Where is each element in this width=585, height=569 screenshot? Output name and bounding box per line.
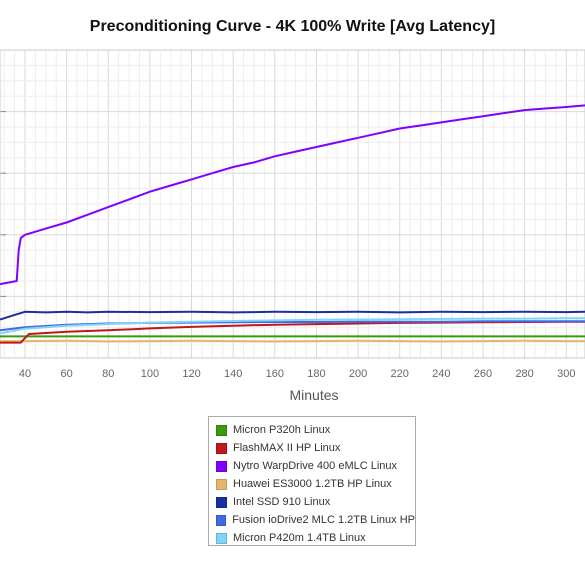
x-tick-label: 300 <box>557 368 575 380</box>
x-tick-label: 60 <box>60 368 72 380</box>
x-tick-label: 160 <box>266 368 284 380</box>
legend-label: Micron P320h Linux <box>233 424 331 436</box>
legend-label: FlashMAX II HP Linux <box>233 442 341 454</box>
legend-label: Nytro WarpDrive 400 eMLC Linux <box>233 460 398 472</box>
legend-swatch <box>216 532 227 544</box>
x-tick-label: 220 <box>391 368 409 380</box>
grid-lines <box>0 49 585 359</box>
x-tick-label: 240 <box>432 368 450 380</box>
legend-item[interactable]: Micron P420m 1.4TB Linux <box>209 529 415 547</box>
chart-title: Preconditioning Curve - 4K 100% Write [A… <box>89 18 496 35</box>
legend-item[interactable]: Nytro WarpDrive 400 eMLC Linux <box>209 457 415 475</box>
x-tick-label: 280 <box>515 368 533 380</box>
legend-label: Fusion ioDrive2 MLC 1.2TB Linux HP <box>232 514 415 526</box>
x-tick-label: 260 <box>474 368 492 380</box>
legend: Micron P320h Linux FlashMAX II HP Linux Ny… <box>208 416 416 546</box>
x-tick-label: 200 <box>349 368 367 380</box>
legend-item[interactable]: Fusion ioDrive2 MLC 1.2TB Linux HP <box>209 511 415 529</box>
series-line-micron-p420m-1-4tb-linux <box>0 317 585 335</box>
x-tick-label: 80 <box>102 368 114 380</box>
x-axis-label: Minutes <box>289 387 338 403</box>
legend-label: Huawei ES3000 1.2TB HP Linux <box>233 478 392 490</box>
x-axis-ticks: 40 60 80 100 120 140 160 180 200 220 240 260 280 300 <box>19 368 576 380</box>
series-line-huawei-es3000-1-2tb-hp-linux <box>0 339 585 343</box>
x-tick-label: 40 <box>19 368 31 380</box>
legend-swatch <box>216 424 227 436</box>
x-tick-label: 100 <box>141 368 159 380</box>
legend-swatch <box>216 460 227 472</box>
x-tick-label: 180 <box>307 368 325 380</box>
legend-swatch <box>216 442 227 454</box>
x-tick-label: 120 <box>182 368 200 380</box>
legend-item[interactable]: Huawei ES3000 1.2TB HP Linux <box>209 475 415 493</box>
legend-swatch <box>216 478 227 490</box>
legend-item[interactable]: FlashMAX II HP Linux <box>209 439 415 457</box>
series-line-nytro-warpdrive-400-emlc-linux <box>0 104 585 286</box>
series-line-intel-ssd-910-linux <box>0 310 585 321</box>
x-tick-label: 140 <box>224 368 242 380</box>
legend-swatch <box>216 496 227 508</box>
legend-label: Intel SSD 910 Linux <box>233 496 331 508</box>
plot-border <box>0 49 585 359</box>
legend-swatch <box>216 514 227 526</box>
legend-item[interactable]: Intel SSD 910 Linux <box>209 493 415 511</box>
legend-item[interactable]: Micron P320h Linux <box>209 421 415 439</box>
legend-label: Micron P420m 1.4TB Linux <box>233 532 366 544</box>
series-lines <box>0 104 585 344</box>
